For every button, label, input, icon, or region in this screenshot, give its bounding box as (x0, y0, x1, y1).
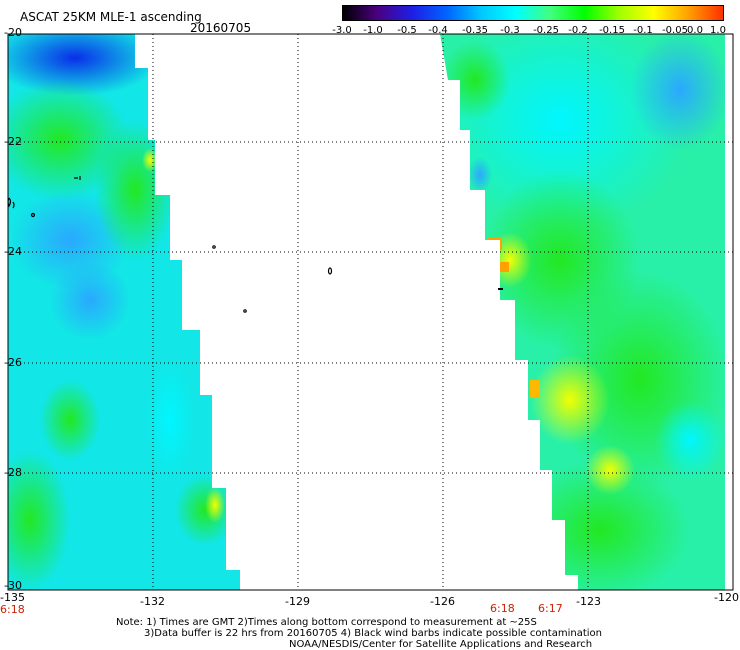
colorbar-label: -0.05 (662, 25, 688, 36)
time-label: 6:17 (538, 602, 563, 615)
colorbar-labels: -3.0 -1.0 -0.5 -0.4 -0.35 -0.3 -0.25 -0.… (325, 25, 735, 37)
west-swath (8, 34, 240, 590)
footer-note-1: Note: 1) Times are GMT 2)Times along bot… (116, 617, 537, 628)
colorbar-label: -0.5 (397, 25, 417, 36)
lat-label: -30 (4, 579, 22, 592)
lat-label: -26 (4, 356, 22, 369)
lon-label: -132 (140, 595, 165, 608)
lat-label: -24 (4, 245, 22, 258)
island-marks (7, 176, 503, 313)
lon-label: -120 (714, 591, 739, 604)
map-frame (7, 33, 734, 591)
colorbar-label: -1.0 (363, 25, 383, 36)
lon-label: -129 (285, 595, 310, 608)
lat-label: -20 (4, 26, 22, 39)
map-date: 20160705 (190, 21, 252, 35)
colorbar-label: -0.15 (599, 25, 625, 36)
map-title: ASCAT 25KM MLE-1 ascending (20, 10, 202, 24)
lon-label: -126 (430, 595, 455, 608)
lon-label: -123 (576, 595, 601, 608)
footer-note-2: 3)Data buffer is 22 hrs from 20160705 4)… (144, 628, 602, 639)
lat-label: -22 (4, 135, 22, 148)
lat-label: -28 (4, 466, 22, 479)
lon-label: -135 (0, 591, 25, 604)
time-label: 6:18 (0, 603, 25, 616)
colorbar-label: -0.1 (633, 25, 653, 36)
time-label: 6:18 (490, 602, 515, 615)
colorbar-label: -0.4 (428, 25, 448, 36)
footer-note-3: NOAA/NESDIS/Center for Satellite Applica… (289, 639, 593, 650)
colorbar-label: -3.0 (332, 25, 352, 36)
colorbar-label: -0.3 (500, 25, 520, 36)
grid-lines (8, 34, 733, 590)
colorbar-label: -0.25 (533, 25, 559, 36)
colorbar-label: -0.2 (568, 25, 588, 36)
colorbar-label: 0.0 (687, 25, 703, 36)
colorbar-label: -0.35 (462, 25, 488, 36)
colorbar (342, 5, 724, 21)
colorbar-label: 1.0 (710, 25, 726, 36)
east-swath (440, 34, 725, 590)
